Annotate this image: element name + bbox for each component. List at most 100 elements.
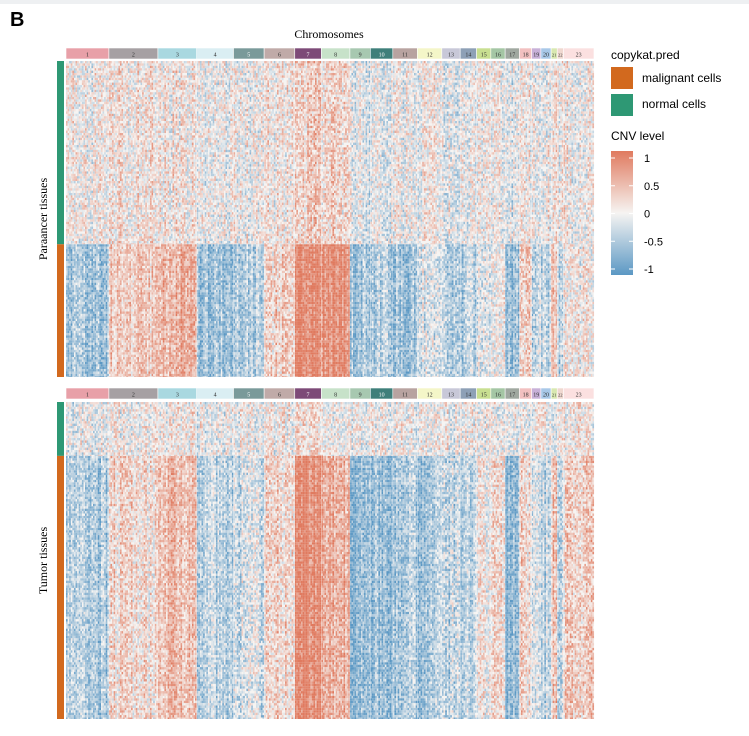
chrom-label-14: 14	[465, 392, 471, 398]
legend: copykat.pred malignant cells normal cell…	[611, 48, 721, 276]
chrom-label-1: 1	[86, 52, 89, 58]
chrom-label-5: 5	[247, 52, 250, 58]
chrom-label-15: 15	[481, 52, 487, 58]
colorbar-tick-label: 0	[644, 209, 650, 221]
chrom-label-21: 21	[552, 52, 557, 57]
cells-chr17-g1-p1	[505, 456, 519, 719]
chrom-label-10: 10	[379, 392, 385, 398]
cells-chr4-g1-p0	[197, 244, 234, 377]
chrom-label-16: 16	[495, 52, 501, 58]
chrom-label-19: 19	[533, 392, 539, 398]
cells-chr1-g0-p1	[66, 402, 109, 456]
chart-title: Chromosomes	[294, 27, 364, 41]
chrom-label-2: 2	[132, 52, 135, 58]
cells-chr8-g1-p1	[321, 456, 350, 719]
legend-label-malignant: malignant cells	[642, 71, 721, 85]
chrom-label-21: 21	[552, 392, 557, 397]
cells-chr18-g1-p1	[519, 456, 531, 719]
chrom-label-22: 22	[558, 52, 563, 57]
legend-group-title: copykat.pred	[611, 48, 680, 62]
cells-chr8-g1-p0	[321, 244, 350, 377]
chrom-label-12: 12	[427, 392, 433, 398]
chrom-label-22: 22	[558, 392, 563, 397]
cells-chr4-g1-p1	[197, 456, 234, 719]
colorbar-tick-label: -0.5	[644, 236, 663, 248]
chrom-label-1: 1	[86, 392, 89, 398]
chrom-label-9: 9	[359, 392, 362, 398]
cells-chr8-g0-p1	[321, 402, 350, 456]
chrom-label-3: 3	[176, 392, 179, 398]
cells-chr9-g1-p1	[350, 456, 370, 719]
panel-0: 1 2 3 4 5 6 7 8 9 10 11 12 13 14 15 16 17 18 19 20 21 22 23Par…	[36, 48, 594, 377]
cnv-heatmap-figure: B Chromosomes 1 2 3 4 5 6 7 8 9 10 11 12 13 14 15 16 17 1…	[0, 0, 749, 736]
chrom-label-13: 13	[448, 52, 454, 58]
cells-chr18-g0-p0	[519, 61, 531, 244]
cells-chr3-g0-p1	[158, 402, 197, 456]
cells-chr20-g1-p0	[541, 244, 551, 377]
cells-chr21-g1-p0	[551, 244, 557, 377]
cells-chr5-g1-p1	[233, 456, 264, 719]
cells-chr17-g1-p0	[505, 244, 519, 377]
annotation-second-1	[57, 456, 64, 719]
chrom-label-20: 20	[543, 52, 549, 58]
chrom-label-8: 8	[334, 52, 337, 58]
chrom-label-8: 8	[334, 392, 337, 398]
panel-label: B	[10, 9, 24, 31]
chrom-label-17: 17	[509, 392, 515, 398]
chrom-label-7: 7	[307, 52, 310, 58]
chrom-label-4: 4	[214, 392, 217, 398]
annotation-first-1	[57, 402, 64, 456]
colorbar-tick-label: 1	[644, 153, 650, 165]
colorbar-tick-label: -1	[644, 264, 654, 276]
chrom-label-18: 18	[523, 392, 529, 398]
cells-chr22-g1-p1	[557, 456, 563, 719]
chrom-label-15: 15	[481, 392, 487, 398]
panel-row-label-1: Tumor tissues	[36, 527, 50, 595]
chrom-label-6: 6	[278, 52, 281, 58]
colorbar-tick-label: 0.5	[644, 181, 659, 193]
cells-chr10-g1-p0	[370, 244, 393, 377]
cells-chr14-g1-p0	[460, 244, 476, 377]
chrom-label-9: 9	[359, 52, 362, 58]
cells-chr11-g0-p0	[393, 61, 418, 244]
cells-chr3-g1-p1	[158, 456, 197, 719]
cells-chr7-g1-p1	[295, 456, 322, 719]
chrom-label-11: 11	[402, 392, 408, 398]
panel-row-label-0: Paraancer tissues	[36, 178, 50, 261]
cells-chr7-g1-p0	[295, 244, 322, 377]
chrom-label-10: 10	[379, 52, 385, 58]
chrom-label-18: 18	[523, 52, 529, 58]
chrom-label-7: 7	[307, 392, 310, 398]
cells-chr1-g1-p0	[66, 244, 109, 377]
cells-chr2-g1-p1	[109, 456, 158, 719]
chrom-label-12: 12	[427, 52, 433, 58]
chrom-label-11: 11	[402, 52, 408, 58]
cells-chr6-g1-p1	[264, 456, 295, 719]
chrom-label-4: 4	[214, 52, 217, 58]
chrom-label-23: 23	[576, 52, 582, 58]
chrom-label-23: 23	[576, 392, 582, 398]
cells-chr3-g1-p0	[158, 244, 197, 377]
chrom-label-13: 13	[448, 392, 454, 398]
chrom-label-14: 14	[465, 52, 471, 58]
annotation-first-0	[57, 61, 64, 244]
annotation-second-0	[57, 244, 64, 377]
chrom-label-20: 20	[543, 392, 549, 398]
legend-scale-title: CNV level	[611, 129, 664, 143]
cells-chr13-g1-p1	[442, 456, 460, 719]
cells-chr10-g1-p1	[370, 456, 393, 719]
chrom-label-16: 16	[495, 392, 501, 398]
chrom-label-3: 3	[176, 52, 179, 58]
chrom-label-2: 2	[132, 392, 135, 398]
legend-swatch-normal	[611, 94, 633, 116]
heatmap-panels: 1 2 3 4 5 6 7 8 9 10 11 12 13 14 15 16 17 18 19 20 21 22 23Par…	[36, 48, 594, 719]
cells-chr9-g1-p0	[350, 244, 370, 377]
cells-chr16-g0-p0	[491, 61, 505, 244]
chrom-label-5: 5	[247, 392, 250, 398]
chrom-label-17: 17	[509, 52, 515, 58]
cells-chr21-g1-p1	[551, 456, 557, 719]
chrom-label-6: 6	[278, 392, 281, 398]
panel-1: 1 2 3 4 5 6 7 8 9 10 11 12 13 14 15 16 17 18 19 20 21 22 23Tum…	[36, 388, 594, 719]
cells-chr8-g0-p0	[321, 61, 350, 244]
legend-swatch-malignant	[611, 67, 633, 89]
